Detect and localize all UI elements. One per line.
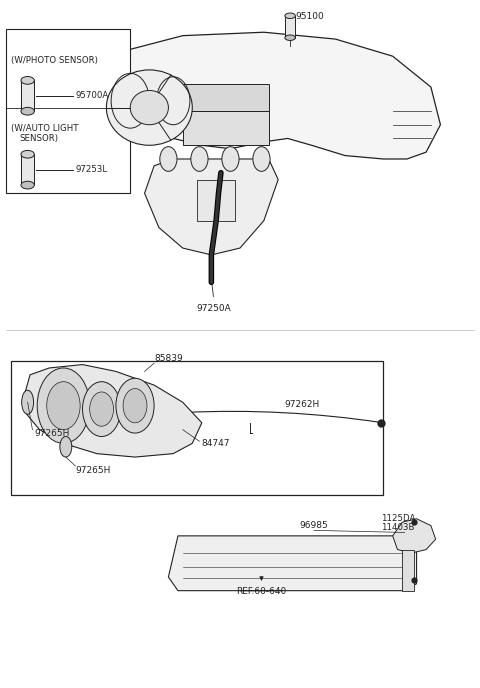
PathPatch shape	[25, 365, 202, 457]
Circle shape	[160, 147, 177, 171]
Text: 95100: 95100	[296, 12, 324, 21]
Ellipse shape	[21, 107, 34, 115]
Ellipse shape	[285, 35, 295, 41]
Ellipse shape	[60, 436, 72, 457]
Circle shape	[222, 147, 239, 171]
Text: (W/AUTO LIGHT: (W/AUTO LIGHT	[11, 124, 78, 133]
Circle shape	[116, 378, 154, 433]
Circle shape	[90, 392, 114, 427]
Ellipse shape	[285, 13, 295, 19]
Text: 97265H: 97265H	[75, 466, 111, 475]
Ellipse shape	[130, 90, 168, 125]
Text: 97265H: 97265H	[35, 429, 70, 438]
Bar	[183, 84, 269, 111]
Circle shape	[253, 147, 270, 171]
Circle shape	[47, 382, 80, 429]
Text: 97250A: 97250A	[196, 304, 231, 313]
Circle shape	[191, 147, 208, 171]
Bar	[21, 154, 34, 185]
Bar	[402, 550, 414, 591]
Text: (W/PHOTO SENSOR): (W/PHOTO SENSOR)	[11, 56, 98, 65]
Text: 97253L: 97253L	[75, 165, 108, 174]
Bar	[285, 16, 295, 38]
PathPatch shape	[393, 519, 436, 553]
Text: 95700A: 95700A	[75, 92, 108, 100]
Text: 96985: 96985	[300, 522, 328, 530]
Text: 97262H: 97262H	[285, 400, 320, 409]
Bar	[21, 80, 34, 111]
Circle shape	[83, 382, 120, 436]
FancyBboxPatch shape	[11, 361, 383, 495]
Text: SENSOR): SENSOR)	[20, 133, 59, 142]
Bar	[197, 180, 235, 221]
Ellipse shape	[21, 151, 34, 158]
Text: 85839: 85839	[154, 354, 183, 363]
Ellipse shape	[21, 76, 34, 84]
Text: REF.60-640: REF.60-640	[236, 588, 287, 596]
PathPatch shape	[168, 536, 417, 591]
Circle shape	[37, 368, 90, 443]
Ellipse shape	[21, 181, 34, 189]
Ellipse shape	[107, 70, 192, 145]
Text: 1125DA: 1125DA	[381, 514, 415, 524]
Text: 11403B: 11403B	[381, 523, 414, 532]
PathPatch shape	[102, 32, 441, 159]
PathPatch shape	[183, 111, 269, 145]
Ellipse shape	[22, 390, 34, 414]
Text: 84747: 84747	[202, 439, 230, 448]
FancyBboxPatch shape	[6, 29, 130, 193]
PathPatch shape	[144, 159, 278, 255]
Circle shape	[123, 389, 147, 423]
